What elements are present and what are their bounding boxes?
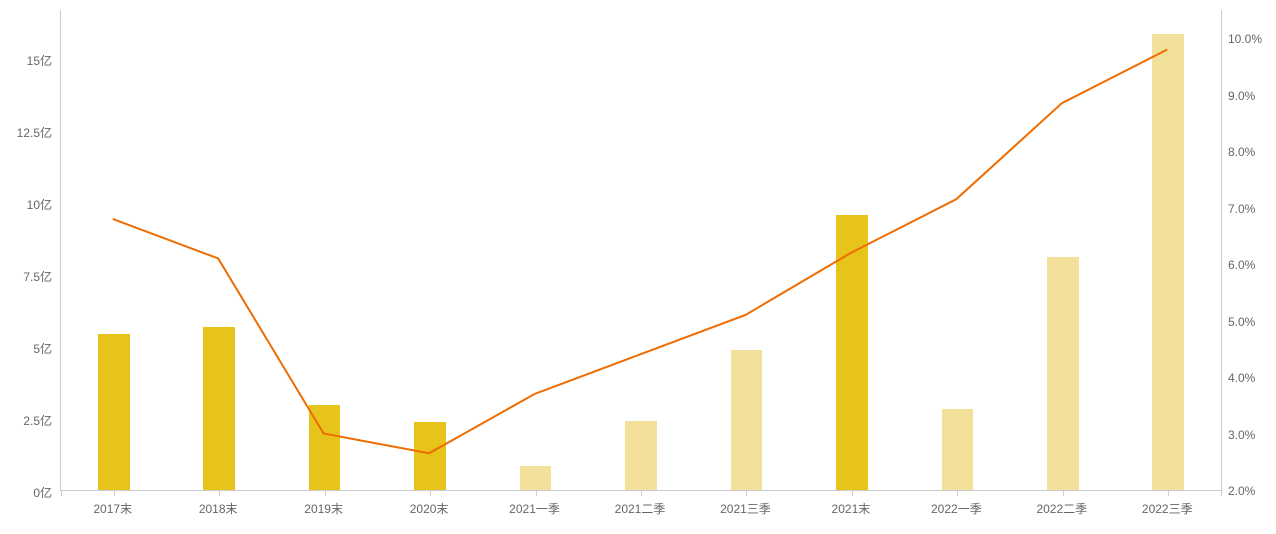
x-tick-label: 2021末 [832,500,871,517]
x-tick-label: 2022一季 [931,500,982,517]
y-left-tick-label: 12.5亿 [0,124,52,141]
line-series [0,0,1276,534]
y-right-tick-label: 7.0% [1228,202,1255,216]
y-left-tick-label: 0亿 [0,484,52,501]
y-left-tick-label: 7.5亿 [0,268,52,285]
x-tick-label: 2021三季 [720,500,771,517]
x-tick-label: 2019末 [304,500,343,517]
y-right-tick-label: 2.0% [1228,484,1255,498]
x-tick-label: 2018末 [199,500,238,517]
y-left-tick-label: 2.5亿 [0,412,52,429]
x-tick-label: 2022二季 [1036,500,1087,517]
y-left-tick-label: 15亿 [0,52,52,69]
y-right-tick-label: 5.0% [1228,315,1255,329]
y-right-tick-label: 3.0% [1228,428,1255,442]
x-tick-label: 2022三季 [1142,500,1193,517]
y-right-tick-label: 10.0% [1228,32,1262,46]
y-left-tick-label: 10亿 [0,196,52,213]
combo-chart: 0亿 2.5亿 5亿 7.5亿 10亿 12.5亿 15亿 2.0% 3.0% 4.0% 5.0% 6… [0,0,1276,534]
y-right-tick-label: 4.0% [1228,371,1255,385]
x-tick-label: 2017末 [93,500,132,517]
line-path [113,50,1168,454]
x-tick-label: 2021一季 [509,500,560,517]
y-right-tick-label: 8.0% [1228,145,1255,159]
y-left-tick-label: 5亿 [0,340,52,357]
x-tick-label: 2021二季 [615,500,666,517]
x-tick-label: 2020末 [410,500,449,517]
y-right-tick-label: 9.0% [1228,89,1255,103]
y-right-tick-label: 6.0% [1228,258,1255,272]
